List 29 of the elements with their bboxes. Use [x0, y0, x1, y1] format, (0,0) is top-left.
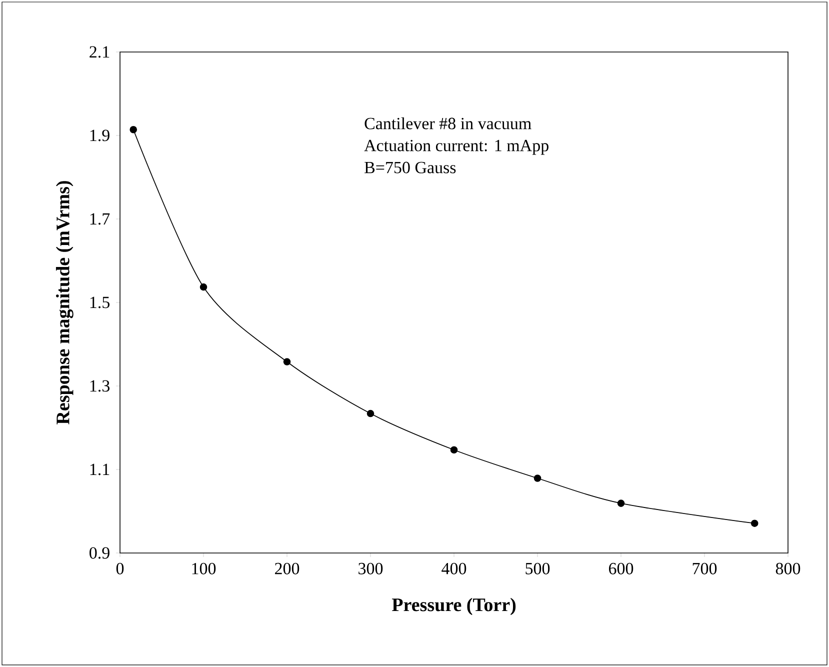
- point: [200, 283, 208, 291]
- x-tick-label: 400: [442, 562, 466, 574]
- point: [450, 446, 458, 454]
- point: [617, 500, 625, 507]
- point: [366, 410, 374, 418]
- y-tick-label: 2.1: [90, 46, 110, 58]
- x-tick-label: 0: [116, 562, 124, 574]
- x-tick-label: 200: [275, 562, 300, 574]
- x-tick-label: 500: [526, 562, 550, 574]
- x-tick-label: 600: [608, 562, 634, 574]
- y-tick-label: 0.9: [90, 547, 110, 559]
- y-tick-label: 1.3: [90, 380, 110, 392]
- x-tick-label: 800: [776, 562, 800, 574]
- y-axis-title: Response magnitude (mVrms): [56, 181, 74, 424]
- point: [750, 520, 758, 527]
- annotation: Actuation current: 1 mApp: [364, 140, 548, 155]
- point: [283, 358, 291, 366]
- y-tick-label: 1.1: [90, 464, 110, 476]
- y-tick-label: 1.7: [90, 213, 110, 225]
- x-tick-label: 700: [692, 562, 717, 574]
- annotation: B=750 Gauss: [364, 162, 456, 174]
- y-tick-label: 1.9: [90, 130, 110, 142]
- point: [130, 126, 138, 134]
- x-axis-title: Pressure (Torr): [392, 598, 516, 616]
- x-tick-label: 100: [192, 562, 216, 574]
- annotation: Cantilever #8 in vacuum: [364, 117, 532, 130]
- x-tick-label: 300: [358, 562, 383, 574]
- point: [534, 474, 542, 482]
- y-tick-label: 1.5: [90, 296, 110, 308]
